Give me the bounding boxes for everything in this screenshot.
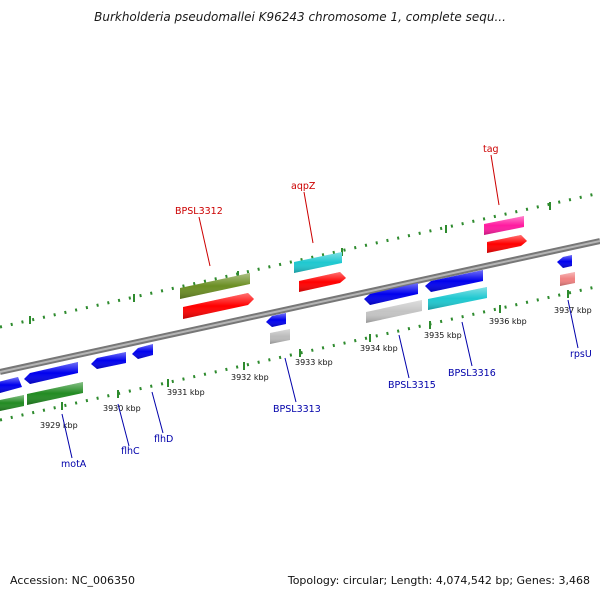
gene-BPSL3315-feature[interactable]: [366, 300, 422, 323]
gene-label-aqpZ[interactable]: aqpZ: [291, 181, 316, 192]
gene-BPSL3312-cds[interactable]: [183, 293, 254, 319]
footer-accession: Accession: NC_006350: [10, 574, 136, 587]
tick-label-3931: 3931 kbp: [167, 388, 205, 397]
gene-label-BPSL3312[interactable]: BPSL3312: [175, 206, 223, 217]
gene-flhC-cds[interactable]: [91, 352, 126, 369]
gene-rpsU-cds[interactable]: [557, 255, 572, 268]
gene-motA-cds-2[interactable]: [24, 362, 78, 384]
gene-motA-feature[interactable]: [0, 382, 83, 411]
gene-label-motA[interactable]: motA: [61, 459, 87, 470]
footer-stats: Topology: circular; Length: 4,074,542 bp…: [287, 574, 590, 587]
tick-label-3932: 3932 kbp: [231, 373, 269, 382]
gene-label-BPSL3313[interactable]: BPSL3313: [273, 404, 321, 415]
gene-BPSL3313-feature[interactable]: [270, 329, 290, 344]
gene-label-BPSL3316[interactable]: BPSL3316: [448, 368, 496, 379]
tick-label-3933: 3933 kbp: [295, 358, 333, 367]
gene-flhD-cds[interactable]: [132, 344, 153, 359]
gene-BPSL3315-cds[interactable]: [364, 283, 418, 305]
gene-aqpZ-cds[interactable]: [299, 272, 346, 292]
gene-label-rpsU[interactable]: rpsU: [570, 349, 592, 360]
map-title: Burkholderia pseudomallei K96243 chromos…: [94, 10, 506, 24]
label-leaders-reverse: [61, 299, 579, 459]
chromosome-backbone: [0, 238, 600, 375]
gene-motA-cds[interactable]: [0, 377, 22, 393]
tick-label-3937: 3937 kbp: [554, 306, 592, 315]
gene-BPSL3316-cds[interactable]: [425, 270, 483, 292]
tick-labels: 3929 kbp 3930 kbp 3931 kbp 3932 kbp 3933…: [40, 306, 592, 430]
label-leaders-forward: [198, 154, 500, 267]
gene-label-tag[interactable]: tag: [483, 144, 499, 155]
tick-label-3930: 3930 kbp: [103, 404, 141, 413]
gene-label-flhC[interactable]: flhC: [121, 446, 140, 457]
gene-label-BPSL3315[interactable]: BPSL3315: [388, 380, 436, 391]
gene-label-flhD[interactable]: flhD: [154, 434, 173, 445]
gene-tag-cds[interactable]: [487, 235, 527, 253]
gene-rpsU-feature[interactable]: [560, 272, 575, 286]
tick-label-3934: 3934 kbp: [360, 344, 398, 353]
gene-BPSL3312-feature[interactable]: [180, 273, 250, 299]
gene-tag-feature[interactable]: [484, 216, 524, 235]
gene-labels: BPSL3312 aqpZ tag motA flhC flhD BPSL331…: [61, 144, 592, 470]
tick-label-3936: 3936 kbp: [489, 317, 527, 326]
gene-aqpZ-feature[interactable]: [294, 252, 342, 273]
tick-label-3929: 3929 kbp: [40, 421, 78, 430]
gene-BPSL3313-cds[interactable]: [266, 313, 286, 327]
tick-label-3935: 3935 kbp: [424, 331, 462, 340]
gene-BPSL3316-feature[interactable]: [428, 287, 487, 310]
